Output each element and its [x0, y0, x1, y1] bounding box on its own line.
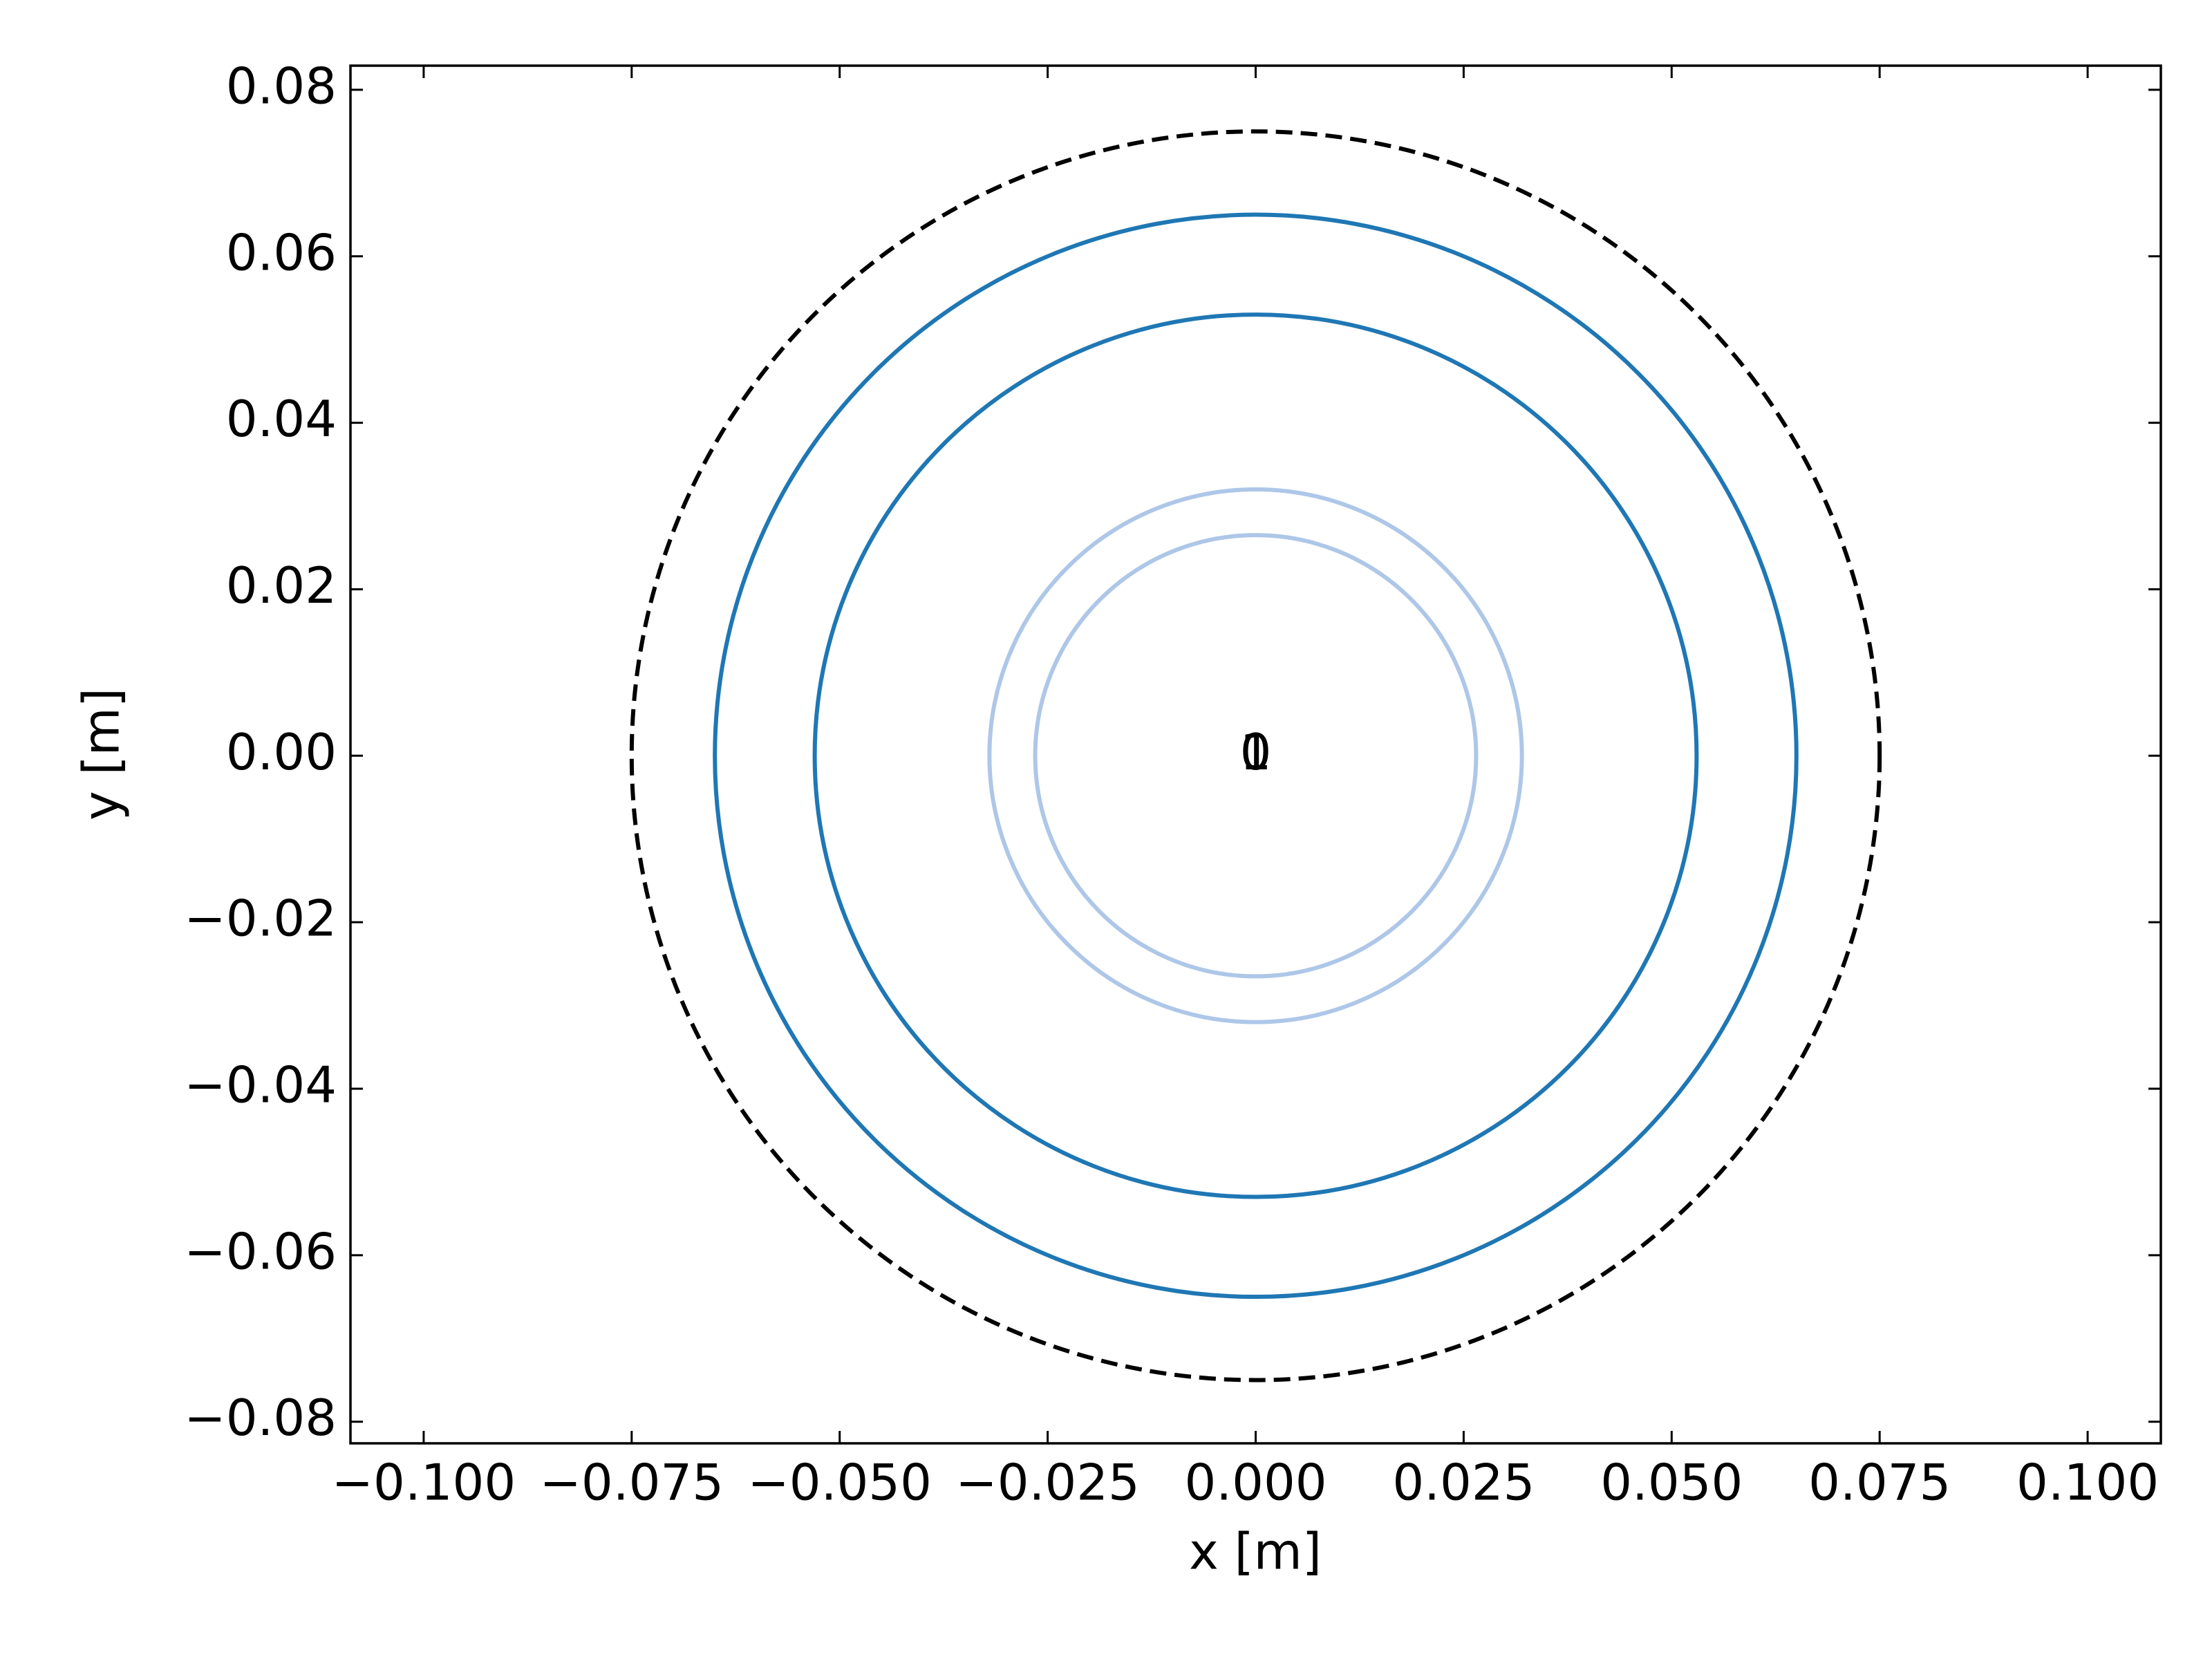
x-tick-label: −0.100	[332, 1454, 516, 1512]
plot-frame	[349, 64, 2162, 1445]
circle	[629, 129, 1882, 1382]
circle	[812, 312, 1699, 1199]
y-tick-label: 0.06	[226, 223, 337, 281]
y-tick-label: 0.04	[226, 390, 337, 448]
x-tick-label: 0.000	[1184, 1454, 1327, 1512]
x-tick-label: 0.075	[1808, 1454, 1951, 1512]
x-tick-label: 0.025	[1392, 1454, 1535, 1512]
y-tick-label: 0.00	[226, 723, 337, 781]
x-tick-label: −0.025	[955, 1454, 1139, 1512]
x-tick-label: 0.100	[2016, 1454, 2159, 1512]
y-tick-label: −0.06	[184, 1222, 337, 1280]
y-tick-label: −0.04	[184, 1056, 337, 1114]
y-axis-label: y [m]	[73, 688, 131, 821]
annotation: 0	[1240, 723, 1272, 781]
y-tick-label: −0.08	[184, 1389, 337, 1447]
x-axis-label: x [m]	[1189, 1523, 1322, 1581]
x-tick-label: 0.050	[1600, 1454, 1743, 1512]
y-tick-label: −0.02	[184, 890, 337, 948]
annotation: 1	[1240, 723, 1272, 781]
y-tick-label: 0.02	[226, 556, 337, 615]
y-tick-label: 0.08	[226, 57, 337, 115]
x-tick-label: −0.075	[540, 1454, 724, 1512]
circle	[987, 487, 1524, 1024]
circle	[1033, 533, 1479, 979]
circle	[713, 212, 1799, 1300]
x-tick-label: −0.050	[747, 1454, 931, 1512]
